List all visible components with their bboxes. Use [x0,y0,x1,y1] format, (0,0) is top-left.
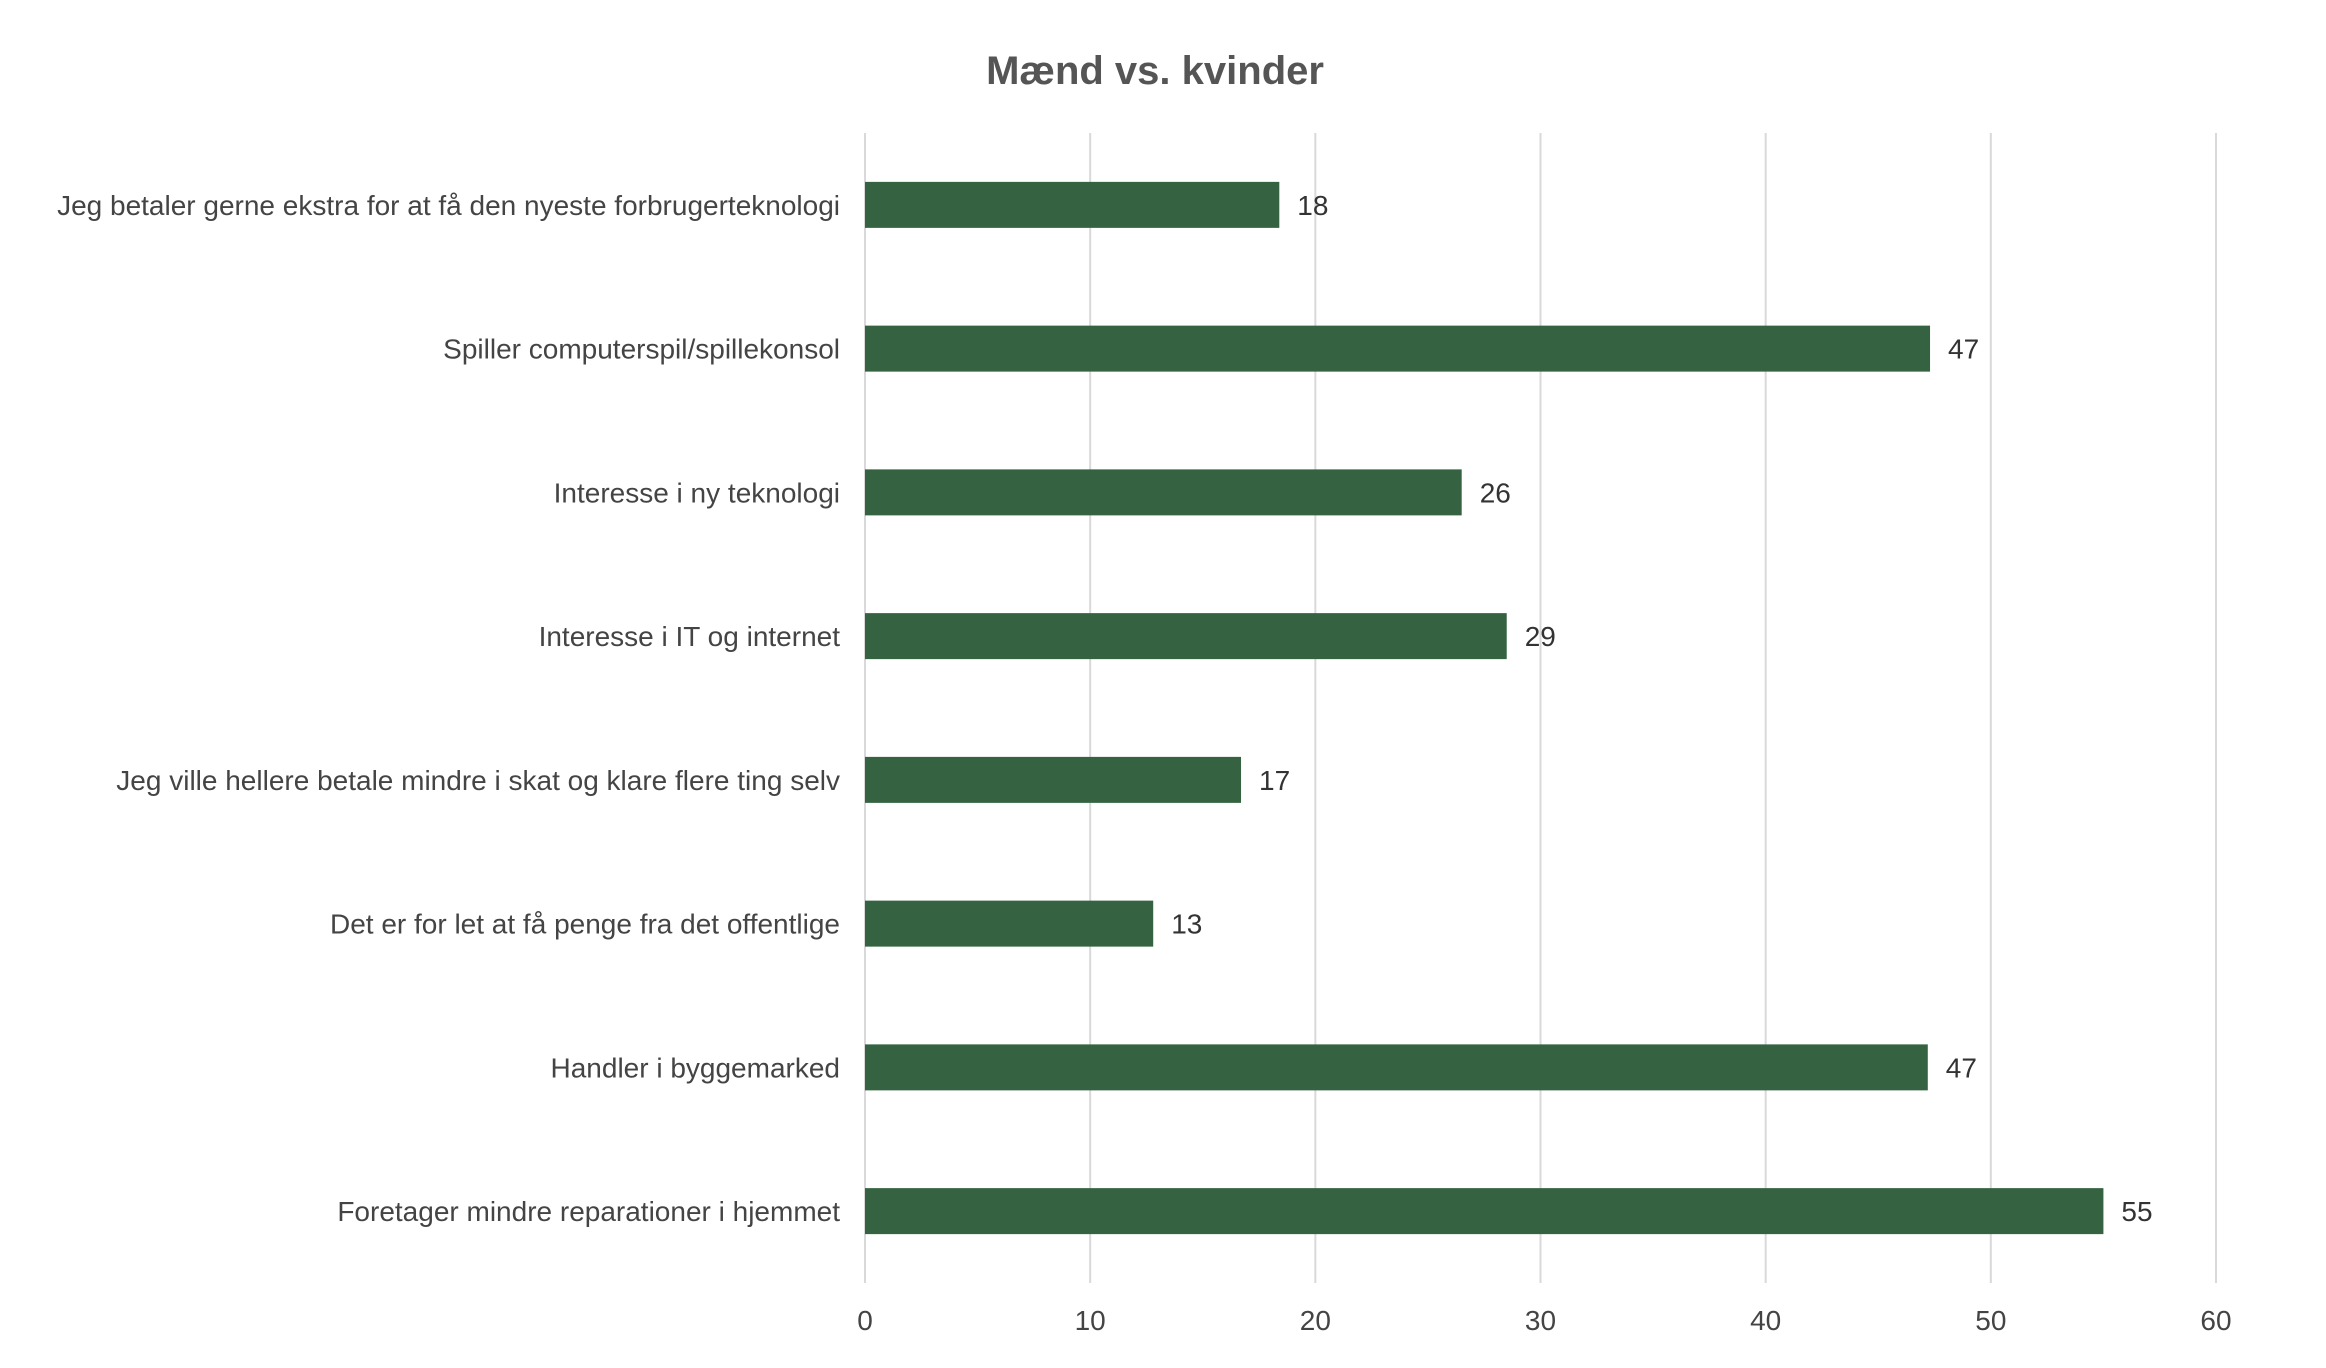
category-label: Jeg ville hellere betale mindre i skat o… [116,765,840,796]
x-tick-label: 40 [1750,1305,1781,1336]
bar [865,613,1507,660]
x-tick-label: 50 [1975,1305,2006,1336]
category-label: Jeg betaler gerne ekstra for at få den n… [57,190,840,221]
data-label: 47 [1948,334,1979,365]
data-label: 26 [1480,477,1511,508]
bar [865,756,1242,803]
data-label: 55 [2121,1196,2152,1227]
data-label: 13 [1171,909,1202,940]
x-tick-label: 60 [2200,1305,2231,1336]
bar [865,181,1280,228]
category-label: Spiller computerspil/spillekonsol [443,334,840,365]
x-axis-ticks: 0 10 20 30 40 50 60 [857,1305,2231,1336]
x-tick-label: 10 [1075,1305,1106,1336]
category-labels: Jeg betaler gerne ekstra for at få den n… [57,190,840,1227]
category-label: Det er for let at få penge fra det offen… [330,909,840,940]
data-label: 47 [1946,1052,1977,1083]
category-label: Interesse i ny teknologi [554,477,840,508]
bar [865,469,1462,516]
bar [865,1044,1928,1091]
x-tick-label: 30 [1525,1305,1556,1336]
data-labels: 18 47 26 29 17 13 47 55 [1171,190,2152,1227]
x-tick-label: 0 [857,1305,873,1336]
bar [865,900,1154,947]
data-label: 18 [1297,190,1328,221]
x-tick-label: 20 [1300,1305,1331,1336]
data-label: 29 [1525,621,1556,652]
bars [865,181,2104,1235]
chart-title: Mænd vs. kvinder [986,49,1324,93]
data-label: 17 [1259,765,1290,796]
gridlines [864,133,2217,1283]
bar [865,325,1931,372]
category-label: Interesse i IT og internet [539,621,841,652]
category-label: Foretager mindre reparationer i hjemmet [337,1196,840,1227]
bar [865,1188,2104,1235]
category-label: Handler i byggemarked [551,1052,841,1083]
